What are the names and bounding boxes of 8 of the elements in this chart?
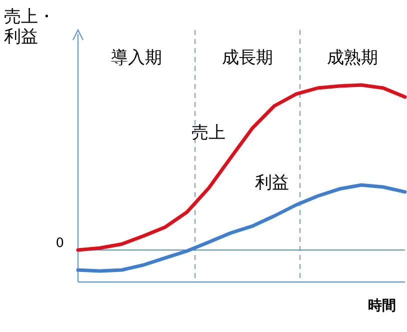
text: 成長期 xyxy=(222,48,274,68)
text: 成熟期 xyxy=(327,48,378,68)
x-axis-title: 時間 xyxy=(368,298,396,314)
text: 導入期 xyxy=(111,48,162,68)
series-label: 売上 xyxy=(192,122,226,143)
series-label: 利益 xyxy=(255,173,290,194)
y-axis-title: 売上・利益 xyxy=(4,7,55,47)
ref-line-label: 0 xyxy=(56,236,64,251)
